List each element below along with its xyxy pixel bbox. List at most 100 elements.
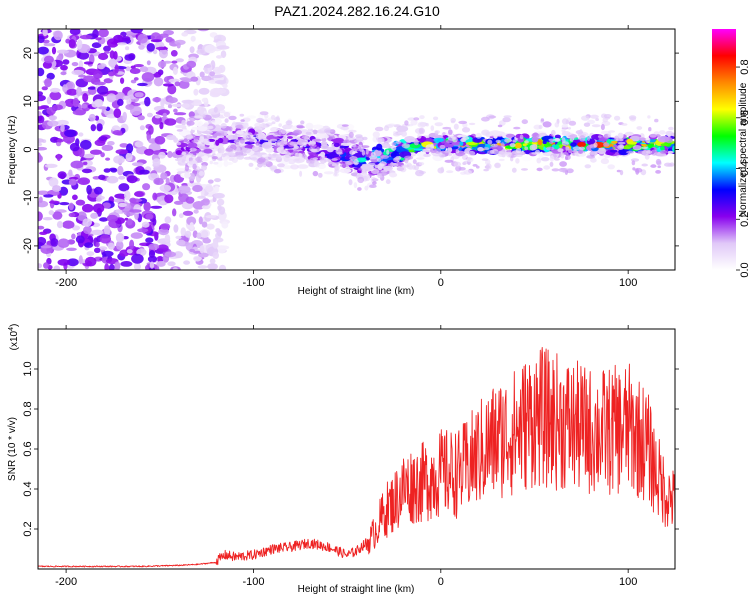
spectrogram-ridge-cell [389, 172, 398, 178]
spectrogram-noise-cell [125, 104, 135, 110]
spectrogram-noise-cell [173, 200, 184, 205]
spectrogram-noise-cell [122, 111, 127, 122]
spectrogram-halo-cell [466, 157, 474, 163]
spectrogram-halo-cell [395, 140, 402, 144]
spectrogram-noise-cell [167, 97, 178, 104]
spectrogram-halo-cell [388, 123, 396, 127]
spectrogram-ridge-cell [351, 163, 362, 168]
spectrogram-noise-cell [141, 221, 150, 228]
spectrogram-ridge-cell [452, 141, 461, 146]
spectrogram-halo-cell [567, 135, 574, 138]
spectrogram-halo-cell [239, 113, 245, 117]
spectrogram-halo-cell [626, 150, 635, 154]
spectrogram-halo-cell [270, 165, 278, 171]
spectrogram-halo-cell [290, 164, 299, 170]
spectrogram-noise-cell [207, 263, 219, 270]
spectrogram-noise-cell [38, 111, 42, 117]
spectrogram-halo-cell [274, 169, 282, 174]
spectrogram-noise-cell [96, 123, 103, 132]
spectrogram-y-tick-label: -20 [22, 238, 34, 254]
spectrogram-noise-cell [84, 242, 94, 248]
spectrogram-noise-cell [125, 152, 133, 162]
spectrogram-noise-cell [119, 143, 129, 148]
spectrogram-halo-cell [192, 163, 197, 170]
spectrogram-noise-cell [60, 71, 67, 76]
spectrogram-noise-cell [68, 39, 76, 48]
spectrogram-noise-cell [178, 213, 184, 219]
spectrogram-noise-cell [183, 260, 191, 265]
spectrogram-halo-cell [353, 158, 359, 166]
spectrogram-noise-cell [211, 74, 224, 79]
spectrogram-noise-cell [38, 94, 46, 102]
spectrogram-halo-cell [348, 129, 357, 133]
spectrogram-noise-cell [173, 251, 183, 259]
spectrogram-noise-cell [156, 256, 164, 263]
spectrogram-halo-cell [560, 152, 565, 159]
spectrogram-halo-cell [186, 120, 195, 126]
spectrogram-x-axis-label: Height of straight line (km) [298, 286, 415, 297]
spectrogram-noise-cell [71, 62, 79, 67]
spectrogram-noise-cell [216, 55, 223, 59]
spectrogram-halo-cell [487, 139, 493, 145]
spectrogram-noise-cell [174, 81, 181, 87]
spectrogram-noise-cell [96, 85, 109, 95]
spectrogram-noise-cell [82, 203, 94, 213]
spectrogram-halo-cell [379, 161, 387, 167]
spectrogram-halo-cell [365, 148, 369, 155]
spectrogram-noise-cell [146, 112, 153, 118]
spectrogram-noise-cell [159, 201, 166, 206]
spectrogram-noise-cell [148, 243, 160, 250]
snr-series-line [38, 346, 675, 568]
spectrogram-halo-cell [595, 118, 599, 121]
spectrogram-ridge-cell [297, 164, 309, 169]
colorbar-tick-label: 0.4 [739, 161, 750, 176]
spectrogram-halo-cell [254, 151, 258, 156]
spectrogram-halo-cell [195, 156, 203, 162]
spectrogram-halo-cell [310, 140, 316, 146]
spectrogram-noise-cell [167, 104, 173, 109]
spectrogram-noise-cell [59, 202, 70, 206]
spectrogram-halo-cell [410, 119, 418, 126]
spectrogram-noise-cell [56, 153, 61, 161]
spectrogram-ridge-cell [648, 143, 653, 149]
spectrogram-noise-cell [48, 115, 58, 121]
spectrogram-noise-cell [78, 147, 85, 158]
spectrogram-noise-cell [186, 60, 197, 69]
spectrogram-noise-cell [40, 245, 52, 249]
spectrogram-halo-cell [223, 111, 231, 118]
spectrogram-noise-cell [191, 100, 203, 107]
spectrogram-halo-cell [369, 184, 377, 188]
spectrogram-noise-cell [181, 119, 186, 126]
spectrogram-halo-cell [590, 157, 597, 163]
spectrogram-noise-cell [93, 81, 106, 86]
spectrogram-noise-cell [180, 227, 186, 237]
snr-y-ticks: 0.2 0.4 0.6 0.8 1.0 [22, 361, 679, 537]
spectrogram-halo-cell [615, 138, 624, 142]
spectrogram-noise-cell [48, 200, 60, 204]
spectrogram-noise-cell [38, 138, 45, 143]
spectrogram-noise-cell [152, 49, 158, 55]
spectrogram-halo-cell [519, 134, 524, 140]
spectrogram-noise-cell [95, 241, 100, 248]
spectrogram-noise-cell [38, 106, 45, 110]
spectrogram-halo-cell [194, 115, 203, 119]
spectrogram-ridge-cell [321, 137, 327, 142]
spectrogram-halo-cell [468, 122, 476, 126]
snr-y-tick-label: 0.2 [22, 521, 34, 536]
spectrogram-ridge-cell [282, 124, 294, 130]
spectrogram-halo-cell [242, 147, 251, 154]
spectrogram-noise-cell [129, 68, 141, 74]
spectrogram-ridge-cell [465, 141, 478, 146]
spectrogram-halo-cell [200, 144, 205, 148]
spectrogram-noise-cell [129, 209, 142, 213]
snr-x-tick-label: 0 [438, 576, 444, 588]
spectrogram-halo-cell [514, 154, 523, 158]
spectrogram-noise-cell [126, 143, 134, 154]
spectrogram-noise-cell [185, 196, 195, 204]
spectrogram-noise-cell [114, 64, 119, 74]
spectrogram-noise-cell [51, 46, 57, 55]
spectrogram-halo-cell [665, 130, 674, 137]
spectrogram-noise-cell [193, 209, 199, 214]
spectrogram-noise-cell [198, 171, 205, 176]
